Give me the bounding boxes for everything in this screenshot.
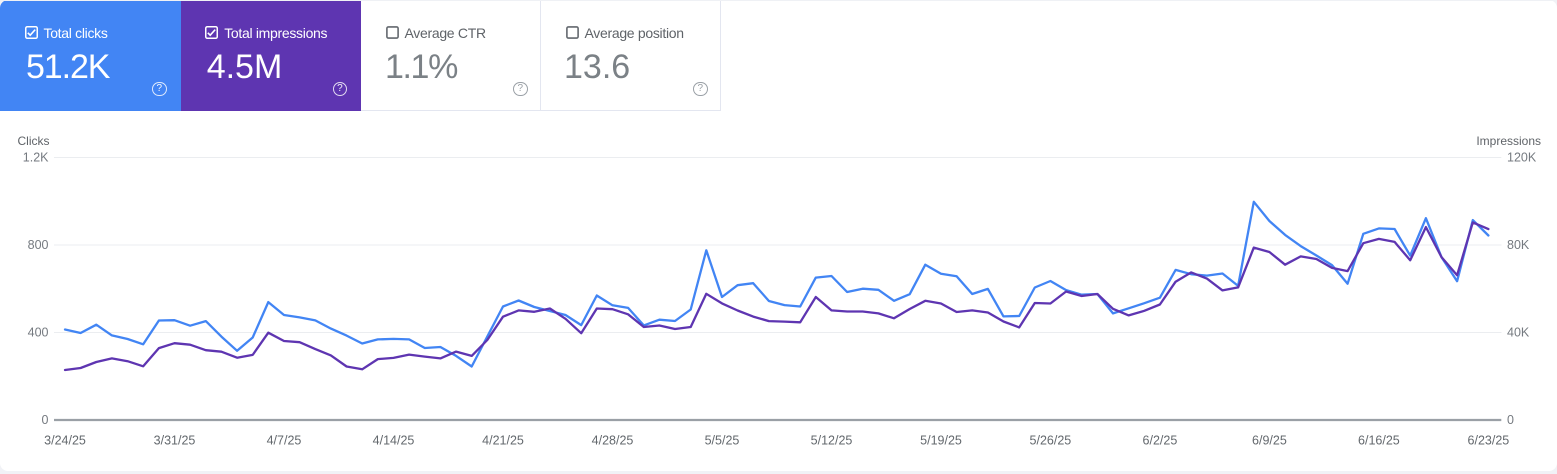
svg-text:Impressions: Impressions: [1476, 134, 1541, 148]
svg-text:5/12/25: 5/12/25: [811, 434, 853, 448]
svg-text:800: 800: [28, 238, 49, 252]
svg-text:0: 0: [1507, 413, 1514, 427]
svg-text:6/23/25: 6/23/25: [1468, 434, 1510, 448]
svg-text:120K: 120K: [1507, 151, 1537, 165]
svg-text:400: 400: [28, 326, 49, 340]
svg-text:6/9/25: 6/9/25: [1252, 434, 1287, 448]
svg-text:4/14/25: 4/14/25: [373, 434, 415, 448]
svg-text:5/26/25: 5/26/25: [1030, 434, 1072, 448]
svg-text:4/21/25: 4/21/25: [482, 434, 524, 448]
svg-text:5/5/25: 5/5/25: [705, 434, 740, 448]
svg-text:6/16/25: 6/16/25: [1358, 434, 1400, 448]
svg-text:Clicks: Clicks: [18, 134, 50, 148]
svg-text:1.2K: 1.2K: [23, 151, 49, 165]
svg-text:4/7/25: 4/7/25: [267, 434, 302, 448]
svg-text:6/2/25: 6/2/25: [1143, 434, 1178, 448]
svg-text:4/28/25: 4/28/25: [592, 434, 634, 448]
svg-text:80K: 80K: [1507, 238, 1530, 252]
svg-text:3/31/25: 3/31/25: [154, 434, 196, 448]
svg-text:5/19/25: 5/19/25: [920, 434, 962, 448]
svg-text:3/24/25: 3/24/25: [44, 434, 86, 448]
svg-text:0: 0: [42, 413, 49, 427]
svg-text:40K: 40K: [1507, 326, 1530, 340]
